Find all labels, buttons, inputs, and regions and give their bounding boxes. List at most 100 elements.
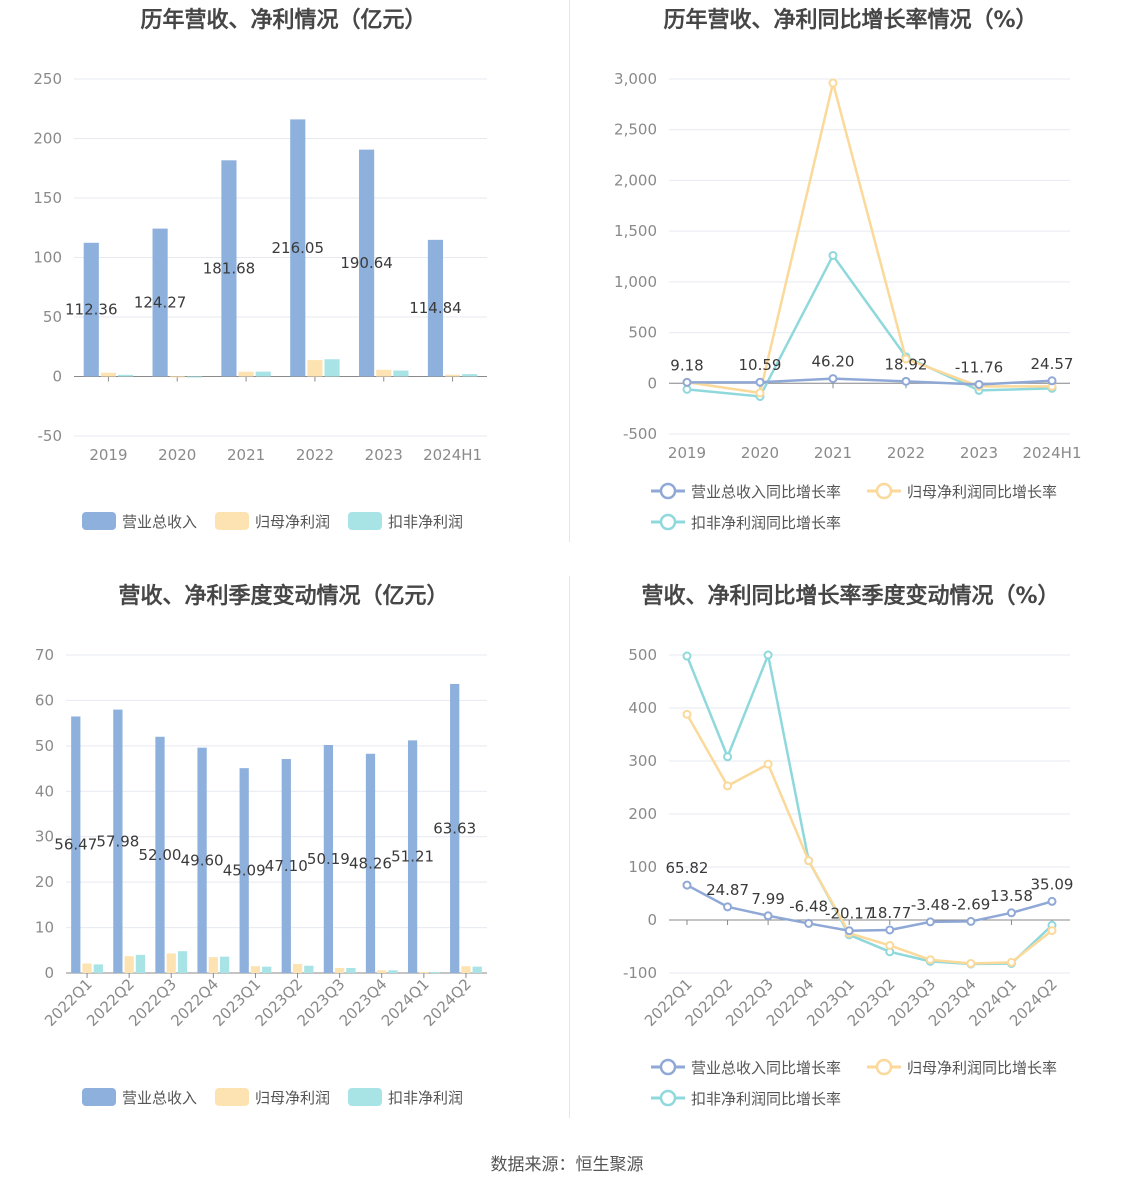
bar — [169, 376, 185, 378]
bar — [393, 370, 409, 377]
y-tick-label: 40 — [35, 782, 54, 800]
legend-label: 归母净利润 — [255, 1089, 330, 1107]
data-label: 50.19 — [307, 850, 350, 868]
legend-label: 扣非净利润同比增长率 — [691, 1090, 841, 1108]
y-tick-label: 200 — [33, 130, 62, 148]
data-point — [1047, 926, 1057, 936]
x-tick-label: 2021 — [814, 444, 852, 462]
bar — [461, 966, 471, 973]
legend-swatch — [82, 1088, 116, 1106]
data-point — [804, 918, 814, 928]
legend-swatch — [215, 512, 249, 530]
y-tick-label: 60 — [35, 691, 54, 709]
x-tick-label: 2019 — [668, 444, 706, 462]
bar — [365, 753, 376, 973]
data-point — [763, 650, 773, 660]
bar — [324, 359, 340, 377]
x-tick-label: 2023 — [960, 444, 998, 462]
y-tick-label: 30 — [35, 828, 54, 846]
bar — [407, 740, 418, 973]
data-point — [804, 856, 814, 866]
data-point — [885, 940, 895, 950]
data-point — [901, 354, 911, 364]
data-point — [763, 759, 773, 769]
data-label: -11.76 — [955, 358, 1003, 376]
divider — [569, 576, 570, 1118]
annual-revenue-profit-panel: 历年营收、净利情况（亿元） -50 0 50 100 150 200 250 2019 2020… — [0, 0, 567, 575]
legend-swatch — [348, 512, 382, 530]
bar — [445, 374, 461, 377]
bar — [221, 160, 237, 377]
legend-label: 营业总收入 — [122, 513, 197, 531]
x-tick-label: 2021 — [227, 446, 265, 464]
legend-label: 营业总收入同比增长率 — [691, 483, 841, 501]
data-point — [974, 379, 984, 389]
y-tick-label: 150 — [33, 189, 62, 207]
y-tick-label: -500 — [623, 425, 657, 443]
x-tick-label: 2024H1 — [1023, 444, 1082, 462]
chart-title: 营收、净利同比增长率季度变动情况（%） — [641, 584, 1060, 609]
bar — [152, 228, 168, 377]
legend-marker — [659, 482, 677, 500]
y-tick-label: 100 — [628, 858, 657, 876]
data-point — [723, 752, 733, 762]
data-point — [966, 958, 976, 968]
data-label: -20.17 — [825, 905, 873, 923]
data-label: 13.58 — [990, 887, 1033, 905]
chart-title: 营收、净利季度变动情况（亿元） — [118, 584, 449, 609]
data-point — [723, 781, 733, 791]
data-point — [828, 250, 838, 260]
data-label: 24.87 — [706, 881, 749, 899]
data-label: 46.20 — [812, 353, 855, 371]
data-label: 114.84 — [409, 299, 462, 317]
data-label: 18.77 — [868, 904, 911, 922]
data-point — [682, 651, 692, 661]
bar — [359, 149, 375, 377]
legend-marker — [875, 482, 893, 500]
legend-label: 扣非净利润 — [388, 1089, 463, 1107]
data-point — [1006, 908, 1016, 918]
series-line — [686, 253, 1053, 398]
data-point — [1006, 957, 1016, 967]
data-label: 7.99 — [751, 890, 784, 908]
bar — [82, 963, 92, 973]
annual-growth-panel: 历年营收、净利同比增长率情况（%） -500 0 500 1,000 1,500 2,00… — [567, 0, 1134, 575]
legend-swatch — [215, 1088, 249, 1106]
data-label: 112.36 — [65, 301, 118, 319]
y-tick-label: 500 — [628, 646, 657, 664]
data-label: 63.63 — [433, 819, 476, 837]
bar — [255, 371, 271, 377]
bar — [250, 966, 261, 973]
data-label: 216.05 — [272, 239, 325, 257]
divider — [569, 0, 570, 542]
bar — [155, 736, 165, 973]
data-point — [966, 916, 976, 926]
y-tick-label: 50 — [43, 308, 62, 326]
data-point — [755, 377, 765, 387]
y-tick-label: -100 — [623, 964, 657, 982]
bar — [472, 966, 482, 973]
data-label: -2.69 — [951, 895, 990, 913]
bar — [197, 747, 207, 973]
bar — [124, 956, 134, 973]
bar — [71, 716, 81, 973]
bar — [239, 768, 249, 973]
data-point — [763, 911, 773, 921]
bar — [346, 968, 356, 973]
y-tick-label: 1,000 — [614, 273, 657, 291]
quarterly-bar-chart: 0102030405060702022Q12022Q22022Q32022Q42… — [35, 646, 487, 1107]
bar — [117, 374, 134, 377]
bar — [208, 957, 218, 973]
data-label: 10.59 — [739, 356, 782, 374]
legend-marker — [659, 1089, 677, 1107]
data-label: 124.27 — [134, 294, 187, 312]
quarterly-line-chart: -10001002003004005002022Q12022Q22022Q320… — [623, 646, 1074, 1108]
y-tick-label: 500 — [628, 324, 657, 342]
data-point — [755, 388, 765, 398]
quarterly-growth-panel: 营收、净利同比增长率季度变动情况（%） -100 0 100 200 300 400 500… — [567, 576, 1134, 1151]
bar — [388, 970, 398, 973]
data-label: 52.00 — [139, 846, 182, 864]
data-label: 18.92 — [885, 355, 928, 373]
bar — [135, 954, 146, 973]
data-label: 45.09 — [223, 862, 266, 880]
